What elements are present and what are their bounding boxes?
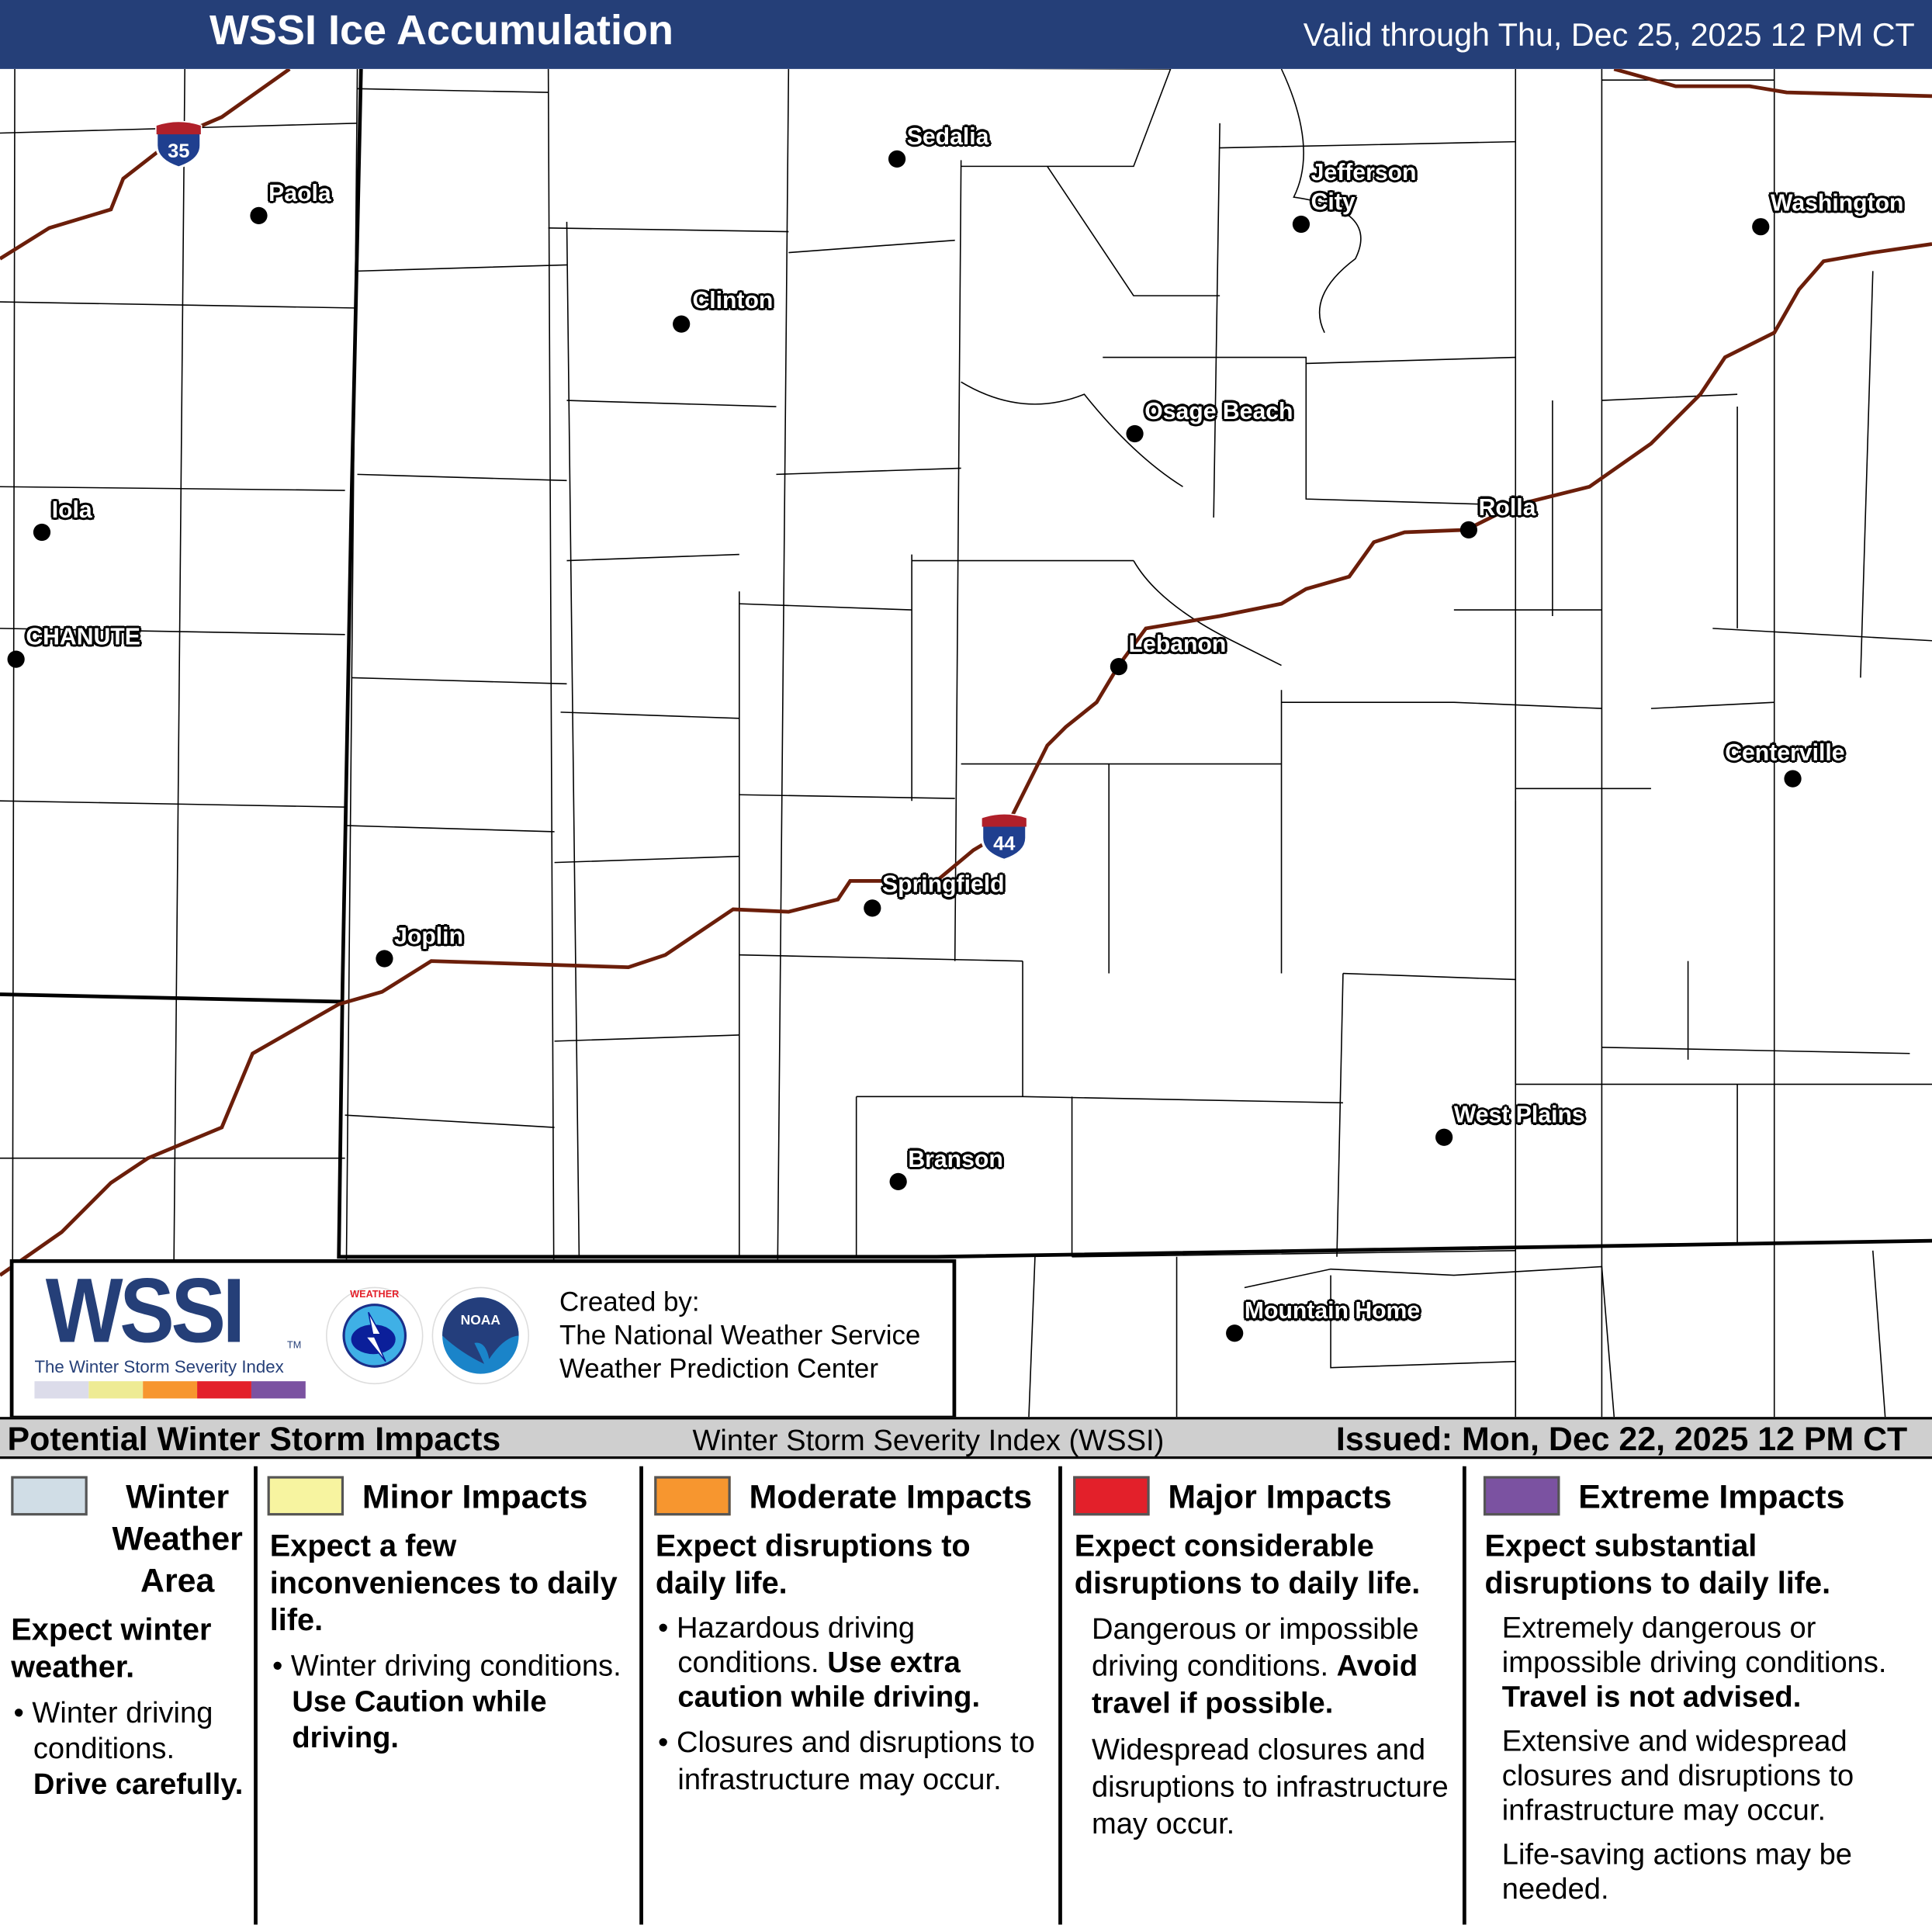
issued-time: Issued: Mon, Dec 22, 2025 12 PM CT xyxy=(1335,1420,1908,1458)
interstate-44-label: 44 xyxy=(993,833,1015,855)
valid-time: Valid through Thu, Dec 25, 2025 12 PM CT xyxy=(1303,16,1915,54)
impact-legend: Winter Weather Area Expect winter weather.… xyxy=(0,1461,1932,1932)
interstate-roads xyxy=(0,68,1932,1277)
wssi-logo: WSSI xyxy=(45,1259,245,1362)
wssi-label: Winter Storm Severity Index (WSSI) xyxy=(692,1424,1165,1458)
legend-moderate-impacts: Moderate Impacts Expect disruptions to d… xyxy=(643,1461,1058,1932)
credits-text: Created by: The National Weather Service… xyxy=(559,1286,921,1384)
color-swatch xyxy=(11,1476,88,1516)
legend-winter-weather-area: Winter Weather Area Expect winter weather.… xyxy=(0,1461,254,1932)
credits-box: WSSI TM The Winter Storm Severity Index … xyxy=(9,1259,957,1420)
nws-logo-icon: WEATHER xyxy=(326,1286,424,1385)
severity-color-scale xyxy=(34,1381,306,1399)
map-area: 35 44 Sedalia Paola Jefferson City Washi… xyxy=(0,68,1932,1418)
interstate-35-label: 35 xyxy=(168,140,189,162)
wssi-subtitle: The Winter Storm Severity Index xyxy=(34,1356,284,1376)
color-swatch xyxy=(267,1476,345,1516)
impacts-header-bar: Potential Winter Storm Impacts Winter St… xyxy=(0,1417,1932,1459)
svg-text:WEATHER: WEATHER xyxy=(350,1289,399,1300)
legend-minor-impacts: Minor Impacts Expect a few inconvenience… xyxy=(258,1461,639,1932)
color-swatch xyxy=(1483,1476,1560,1516)
interstate-35-shield-icon: 35 xyxy=(155,120,203,168)
map-lines xyxy=(0,68,1932,1418)
county-boundaries xyxy=(0,68,1932,1418)
interstate-44-shield-icon: 44 xyxy=(981,813,1028,860)
noaa-logo-icon: NOAA xyxy=(431,1286,530,1385)
header-bar: WSSI Ice Accumulation Valid through Thu,… xyxy=(0,0,1932,69)
color-swatch xyxy=(654,1476,731,1516)
trademark: TM xyxy=(287,1339,302,1351)
legend-major-impacts: Major Impacts Expect considerable disrup… xyxy=(1062,1461,1463,1932)
state-boundaries xyxy=(0,68,1932,1259)
impacts-heading: Potential Winter Storm Impacts xyxy=(7,1420,501,1458)
color-swatch xyxy=(1073,1476,1150,1516)
svg-text:NOAA: NOAA xyxy=(461,1312,501,1328)
map-title: WSSI Ice Accumulation xyxy=(209,7,673,54)
legend-extreme-impacts: Extreme Impacts Expect substantial disru… xyxy=(1466,1461,1932,1932)
